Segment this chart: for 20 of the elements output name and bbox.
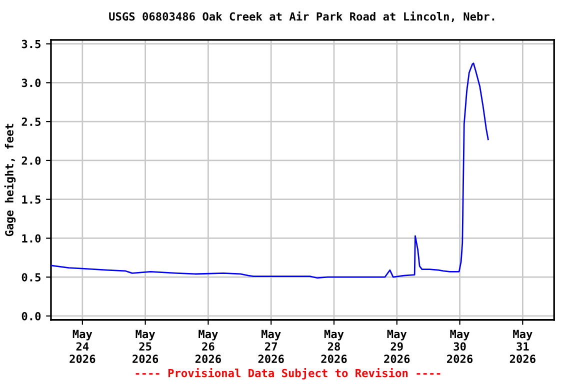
line-series: [50, 62, 489, 279]
x-tick-label: May 24 2026: [70, 330, 96, 364]
x-tick-label: May 26 2026: [195, 330, 221, 364]
y-tick-label: 2.5: [22, 118, 40, 126]
y-tick-label: 3.5: [22, 40, 40, 48]
y-axis-title: Gage height, feet: [4, 124, 16, 236]
x-tick-label: May 25 2026: [132, 330, 158, 364]
y-tick-label: 1.5: [22, 195, 40, 204]
y-tick-label: 3.0: [22, 78, 41, 88]
text: ---- Provisional Data Subject to Revision ----: [136, 368, 440, 380]
y-tick-label: 0.0: [22, 312, 41, 320]
y-tick-label: 0.5: [22, 273, 40, 282]
x-tick-label: May 28 2026: [321, 330, 347, 364]
x-tick-label: May 29 2026: [384, 330, 410, 364]
y-tick-label: 2.0: [22, 156, 41, 165]
chart-title: USGS 06803486 Oak Creek at Air Park Road at Lincoln, Nebr.: [109, 11, 494, 22]
x-tick-label: May 27 2026: [258, 330, 284, 364]
x-tick-label: May 31 2026: [510, 330, 536, 364]
x-tick-label: May 30 2026: [447, 330, 473, 364]
y-tick-label: 1.0: [22, 234, 41, 243]
